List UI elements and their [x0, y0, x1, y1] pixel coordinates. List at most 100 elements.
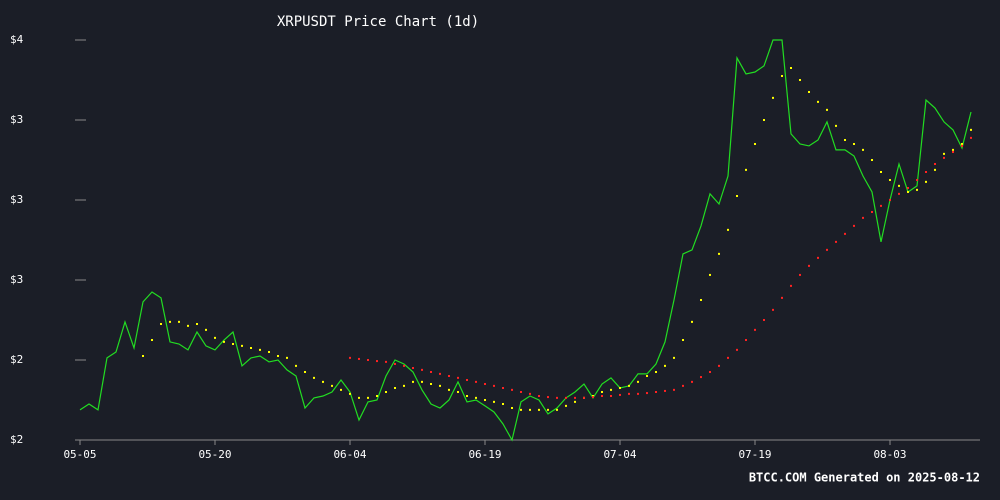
- ma-dot: [529, 408, 531, 411]
- ma-dot: [961, 144, 963, 147]
- ma-dot: [682, 384, 684, 387]
- ma-dot: [619, 387, 621, 389]
- ma-dot: [817, 100, 819, 103]
- ma-dot: [889, 199, 891, 201]
- ma-dot: [583, 396, 585, 399]
- x-tick-label: 07-19: [738, 448, 771, 461]
- ma-dot: [772, 96, 774, 99]
- ma-dot: [772, 308, 774, 311]
- ma-dot: [502, 387, 504, 389]
- ma-dot: [556, 408, 558, 411]
- ma-dot: [475, 380, 477, 383]
- ma-dot: [646, 392, 648, 395]
- ma-dot: [421, 380, 423, 383]
- ma-dot: [547, 408, 549, 411]
- ma-dot: [259, 348, 261, 351]
- ma-dot: [520, 408, 522, 411]
- ma-dot: [934, 168, 936, 171]
- ma-dot: [295, 364, 297, 367]
- ma-dot: [610, 395, 612, 397]
- ma-dot: [781, 75, 783, 77]
- ma-dot: [745, 339, 747, 341]
- ma-dot: [412, 367, 414, 369]
- ma-dot: [916, 188, 918, 191]
- ma-dot: [916, 179, 918, 181]
- ma-dot: [484, 399, 486, 401]
- ma-dot: [898, 192, 900, 195]
- ma-dot: [412, 380, 414, 383]
- ma-dot: [943, 156, 945, 159]
- footer: BTCC.COM Generated on 2025-08-12: [749, 471, 980, 485]
- ma-dot: [925, 171, 927, 173]
- ma-dot: [970, 128, 972, 131]
- ma-dot: [241, 344, 243, 347]
- ma-dot: [610, 388, 612, 391]
- ma-dot: [457, 391, 459, 393]
- ma-dot: [601, 391, 603, 393]
- ma-dot: [385, 391, 387, 393]
- ma-dot: [637, 380, 639, 383]
- ma-dot: [511, 407, 513, 409]
- ma-dot: [484, 383, 486, 385]
- ma-dot: [844, 232, 846, 235]
- ma-dot: [448, 388, 450, 391]
- ma-dot: [754, 328, 756, 331]
- ma-dot: [421, 368, 423, 371]
- ma-dot: [871, 159, 873, 161]
- ma-dot: [385, 360, 387, 363]
- ma-dot: [709, 371, 711, 373]
- ma-dot: [331, 384, 333, 387]
- ma-dot: [430, 383, 432, 385]
- ma-dot: [592, 395, 594, 397]
- ma-dot: [160, 323, 162, 325]
- ma-dot: [673, 356, 675, 359]
- price-line: [79, 39, 972, 442]
- ma-dot: [826, 248, 828, 251]
- x-tick-label: 05-20: [198, 448, 231, 461]
- ma-dot: [511, 388, 513, 391]
- y-tick-label: $2: [10, 353, 23, 366]
- ma-dot: [718, 252, 720, 255]
- ma-dot: [574, 396, 576, 399]
- ma-dot: [196, 323, 198, 325]
- ma-dot: [367, 359, 369, 361]
- ma-dot: [394, 363, 396, 365]
- ma-dot: [187, 324, 189, 327]
- ma-dot: [862, 216, 864, 219]
- ma-dot: [178, 320, 180, 323]
- ma-dot: [313, 376, 315, 379]
- x-tick-label: 07-04: [603, 448, 636, 461]
- ma-dot: [538, 395, 540, 397]
- ma-dot: [565, 404, 567, 407]
- ma-dot: [727, 228, 729, 231]
- ma-dot: [898, 184, 900, 187]
- ma-dot: [538, 408, 540, 411]
- ma-dot: [223, 340, 225, 343]
- y-tick-label: $2: [10, 433, 23, 446]
- ma-dot: [889, 179, 891, 181]
- ma-dot: [358, 357, 360, 360]
- ma-dot: [709, 273, 711, 276]
- ma-dot: [871, 211, 873, 213]
- ma-dot: [844, 139, 846, 141]
- ma-dot: [430, 371, 432, 373]
- ma-dot: [754, 143, 756, 145]
- ma-dot: [439, 372, 441, 375]
- ma-dot: [799, 273, 801, 276]
- y-tick-label: $3: [10, 193, 23, 206]
- x-tick-label: 06-04: [333, 448, 366, 461]
- x-tick-label: 05-05: [63, 448, 96, 461]
- ma-dot: [358, 396, 360, 399]
- ma-dot: [628, 384, 630, 387]
- ma-dot: [664, 364, 666, 367]
- ma-dot: [628, 392, 630, 395]
- ma-dot: [268, 351, 270, 353]
- ma-dot: [781, 296, 783, 299]
- ma-dot: [547, 396, 549, 399]
- ma-dot: [376, 360, 378, 363]
- ma-dot: [790, 284, 792, 287]
- ma-dot: [790, 67, 792, 69]
- x-tick-label: 08-03: [873, 448, 906, 461]
- ma-dot: [646, 375, 648, 377]
